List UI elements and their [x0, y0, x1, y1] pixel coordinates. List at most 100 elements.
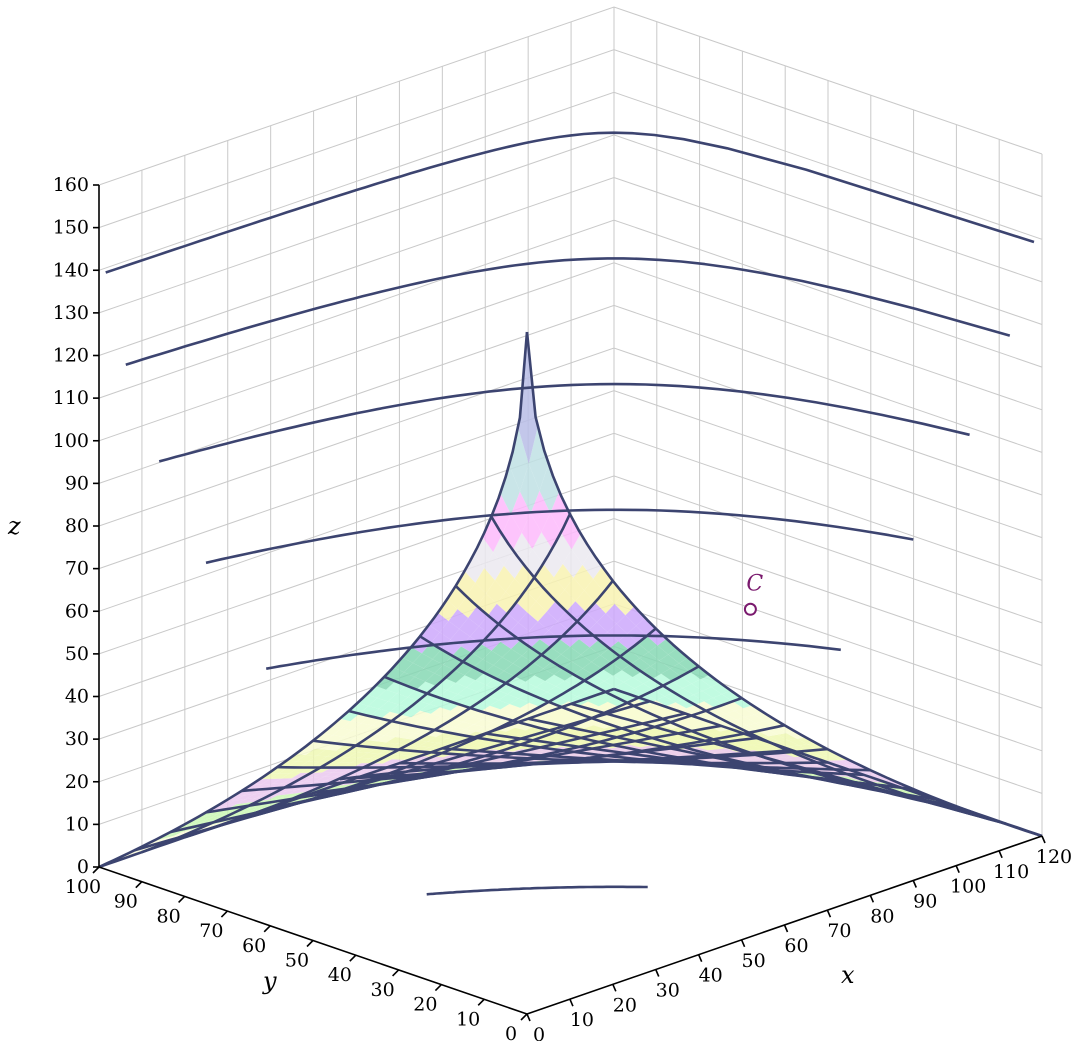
level-curve: [105, 131, 1035, 274]
surface-face: [425, 673, 446, 686]
surface-face: [414, 668, 435, 682]
surface-face: [332, 728, 353, 737]
surface-face: [672, 753, 692, 757]
surface-face: [379, 701, 399, 712]
surface-face: [656, 737, 676, 743]
y-tick-label: 20: [413, 994, 437, 1016]
surface-face: [393, 657, 413, 673]
surface-face: [749, 758, 769, 762]
surface-face: [664, 692, 685, 703]
surface-face: [706, 744, 726, 750]
surface-face: [648, 709, 669, 718]
z-tick-label: 150: [53, 217, 89, 239]
surface-face: [639, 652, 660, 667]
surface-face: [313, 772, 333, 778]
surface-face: [673, 688, 694, 699]
y-tick: [392, 969, 400, 977]
surface-face: [768, 734, 789, 742]
surface-face: [534, 668, 554, 681]
surface-face: [498, 694, 519, 704]
level-curve: [205, 508, 914, 565]
level-curve: [158, 382, 970, 463]
y-tick-label: 100: [65, 876, 101, 898]
z-tick-label: 130: [53, 302, 89, 324]
surface-face: [234, 794, 255, 801]
surface-face: [786, 731, 806, 739]
surface-face: [395, 731, 415, 739]
z-tick-label: 120: [53, 345, 89, 367]
surface-face: [865, 778, 885, 783]
surface-face: [495, 565, 515, 592]
surface-face: [330, 718, 351, 729]
x-tick-label: 20: [613, 994, 637, 1016]
surface-face: [288, 788, 308, 795]
x-tick-label: 30: [656, 980, 680, 1002]
surface-face: [289, 767, 310, 774]
surface-face: [323, 735, 344, 744]
surface-face: [323, 772, 344, 777]
y-axis-label: y: [262, 967, 277, 995]
x-tick-label: 80: [870, 905, 894, 927]
surface-face: [546, 600, 567, 622]
surface-face: [200, 816, 221, 823]
surface-face: [545, 674, 565, 687]
grid-line: [98, 347, 1043, 527]
surface-face: [506, 727, 526, 735]
surface-face: [407, 740, 428, 747]
surface-face: [761, 742, 781, 749]
surface-face: [279, 792, 299, 799]
surface-face: [339, 757, 360, 763]
surface-face: [434, 664, 454, 679]
x-tick: [783, 924, 789, 933]
surface-face: [775, 757, 796, 762]
surface-face: [300, 767, 321, 773]
z-tick-label: 90: [65, 472, 89, 494]
surface-face: [488, 689, 508, 701]
surface-face: [511, 640, 531, 656]
surface-face: [259, 773, 280, 780]
surface-face: [463, 716, 483, 725]
surface-face: [779, 740, 799, 747]
x-tick: [740, 939, 746, 948]
surface-face: [382, 759, 403, 764]
surface-face: [479, 696, 499, 706]
surface-face: [432, 716, 453, 725]
surface-face: [518, 612, 538, 632]
surface-face: [495, 725, 515, 732]
surface-face: [448, 609, 469, 629]
surface-face: [570, 639, 590, 655]
z-tick-label: 0: [77, 856, 89, 878]
x-tick: [612, 984, 617, 992]
surface-face: [473, 536, 494, 568]
surface-face: [579, 701, 599, 711]
y-tick-label: 0: [505, 1023, 517, 1041]
x-tick: [998, 850, 1003, 859]
surface-face: [570, 705, 590, 715]
point-label: C: [746, 571, 763, 596]
surface-face: [647, 739, 667, 744]
mesh-line-y: [490, 515, 1007, 826]
surface-face: [277, 790, 298, 796]
surface-face: [632, 671, 653, 684]
surface-face: [427, 736, 447, 743]
surface-face: [428, 612, 449, 633]
surface-face: [820, 755, 840, 761]
surface-face: [811, 755, 831, 761]
surface-face: [648, 645, 669, 661]
surface-face: [536, 681, 556, 692]
surface-face: [559, 701, 580, 711]
surface-face: [418, 741, 439, 748]
surface-face: [736, 717, 756, 726]
surface-face: [650, 660, 671, 674]
surface-face: [534, 751, 555, 755]
surface-face: [470, 743, 490, 749]
surface-face: [198, 813, 219, 821]
surface-face: [338, 751, 358, 758]
surface-face: [582, 550, 603, 579]
surface-face: [357, 694, 378, 706]
surface-face: [552, 654, 572, 669]
mesh-lines: [98, 131, 1043, 896]
surface-face: [688, 747, 708, 752]
surface-face: [657, 638, 678, 655]
z-axis-label: z: [7, 512, 21, 540]
